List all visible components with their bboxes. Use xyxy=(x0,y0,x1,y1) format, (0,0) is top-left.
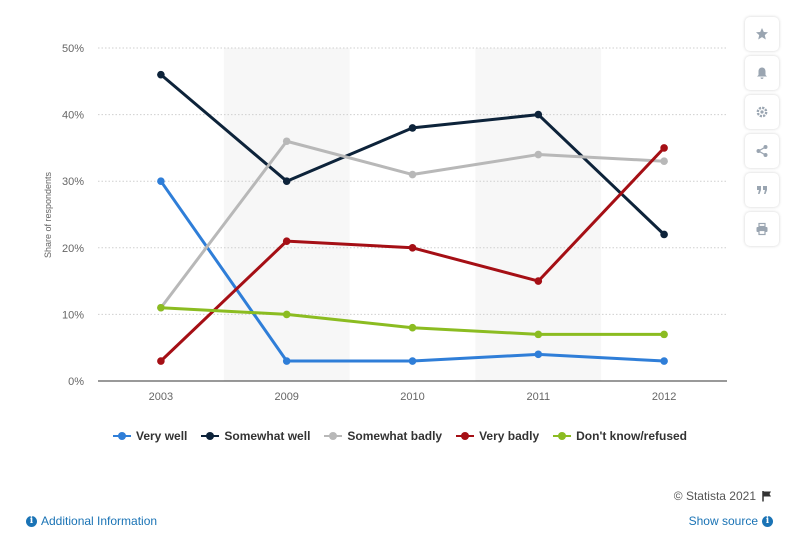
data-point[interactable] xyxy=(534,350,543,359)
print-button[interactable] xyxy=(745,212,779,246)
y-axis-title: Share of respondents xyxy=(43,171,53,258)
x-axis-ticks: 2003 2009 2010 2011 2012 xyxy=(149,391,677,403)
share-icon xyxy=(756,145,768,157)
credit-text: © Statista 2021 xyxy=(673,489,756,503)
gridlines xyxy=(98,47,727,382)
legend-item[interactable]: Don't know/refused xyxy=(553,429,687,443)
legend-label: Somewhat well xyxy=(224,429,311,443)
data-point[interactable] xyxy=(534,150,543,159)
legend-swatch xyxy=(324,431,343,441)
info-icon: i xyxy=(26,515,37,527)
quote-icon xyxy=(757,186,767,194)
data-point[interactable] xyxy=(660,144,668,152)
legend-swatch xyxy=(201,431,220,441)
show-source-label: Show source xyxy=(688,514,758,528)
legend-item[interactable]: Somewhat well xyxy=(201,429,310,443)
show-source-link[interactable]: Show source i xyxy=(689,514,773,528)
legend-label: Somewhat badly xyxy=(347,429,443,443)
info-icon: i xyxy=(762,515,773,527)
additional-information-link[interactable]: i Additional Information xyxy=(26,514,157,528)
cite-button[interactable] xyxy=(745,173,779,207)
bell-icon xyxy=(757,67,767,79)
x-tick-label: 2012 xyxy=(652,391,676,403)
data-point[interactable] xyxy=(157,303,165,312)
y-axis-ticks: 0% 10% 20% 30% 40% 50% xyxy=(62,43,84,388)
data-point[interactable] xyxy=(282,177,291,185)
legend: Very well Somewhat well Somewhat badly Very… xyxy=(40,429,760,443)
data-point[interactable] xyxy=(157,177,165,185)
y-tick-label: 20% xyxy=(62,243,84,255)
data-point[interactable] xyxy=(157,357,165,365)
data-point[interactable] xyxy=(408,357,417,365)
data-point[interactable] xyxy=(282,237,291,245)
data-point[interactable] xyxy=(408,170,417,179)
data-point[interactable] xyxy=(408,244,417,252)
additional-information-label: Additional Information xyxy=(41,514,158,528)
plot-band xyxy=(475,48,602,381)
gear-icon xyxy=(756,106,768,118)
series-group xyxy=(157,144,668,365)
series-group xyxy=(157,70,668,239)
legend-item[interactable]: Very badly xyxy=(456,429,539,443)
data-point[interactable] xyxy=(282,310,291,319)
x-tick-label: 2010 xyxy=(400,391,424,403)
y-tick-label: 30% xyxy=(62,176,84,188)
series-lines xyxy=(157,70,668,365)
data-point[interactable] xyxy=(660,230,668,239)
data-point[interactable] xyxy=(660,330,668,339)
share-button[interactable] xyxy=(745,134,779,168)
legend-swatch xyxy=(456,431,475,441)
settings-button[interactable] xyxy=(745,95,779,129)
x-tick-label: 2011 xyxy=(526,391,550,403)
favorite-button[interactable] xyxy=(745,17,779,51)
legend-item[interactable]: Somewhat badly xyxy=(324,429,442,443)
y-tick-label: 50% xyxy=(62,43,84,55)
legend-label: Very well xyxy=(136,429,188,443)
notification-button[interactable] xyxy=(745,56,779,90)
x-tick-label: 2003 xyxy=(149,391,173,403)
series-group xyxy=(157,137,668,312)
data-point[interactable] xyxy=(660,357,668,365)
data-point[interactable] xyxy=(534,110,543,119)
side-toolbar xyxy=(745,17,781,246)
x-tick-label: 2009 xyxy=(274,391,298,403)
legend-swatch xyxy=(113,431,131,441)
flag-icon xyxy=(762,491,771,502)
series-group xyxy=(157,303,668,339)
data-point[interactable] xyxy=(534,277,543,285)
series-group xyxy=(157,177,668,365)
print-icon xyxy=(756,222,768,236)
data-point[interactable] xyxy=(157,70,165,79)
statista-credit[interactable]: © Statista 2021 xyxy=(674,489,773,503)
legend-swatch xyxy=(553,431,572,441)
plot-bands xyxy=(223,48,602,381)
legend-label: Very badly xyxy=(479,429,540,443)
y-tick-label: 0% xyxy=(68,376,84,388)
legend-label: Don't know/refused xyxy=(576,429,687,443)
plot-band xyxy=(223,48,350,381)
y-tick-label: 40% xyxy=(62,110,84,122)
data-point[interactable] xyxy=(408,323,417,332)
data-point[interactable] xyxy=(282,137,291,146)
data-point[interactable] xyxy=(408,124,417,132)
y-tick-label: 10% xyxy=(62,309,84,321)
star-icon xyxy=(756,28,768,40)
legend-item[interactable]: Very well xyxy=(113,429,187,443)
data-point[interactable] xyxy=(282,357,291,365)
data-point[interactable] xyxy=(534,330,543,339)
data-point[interactable] xyxy=(660,157,668,166)
